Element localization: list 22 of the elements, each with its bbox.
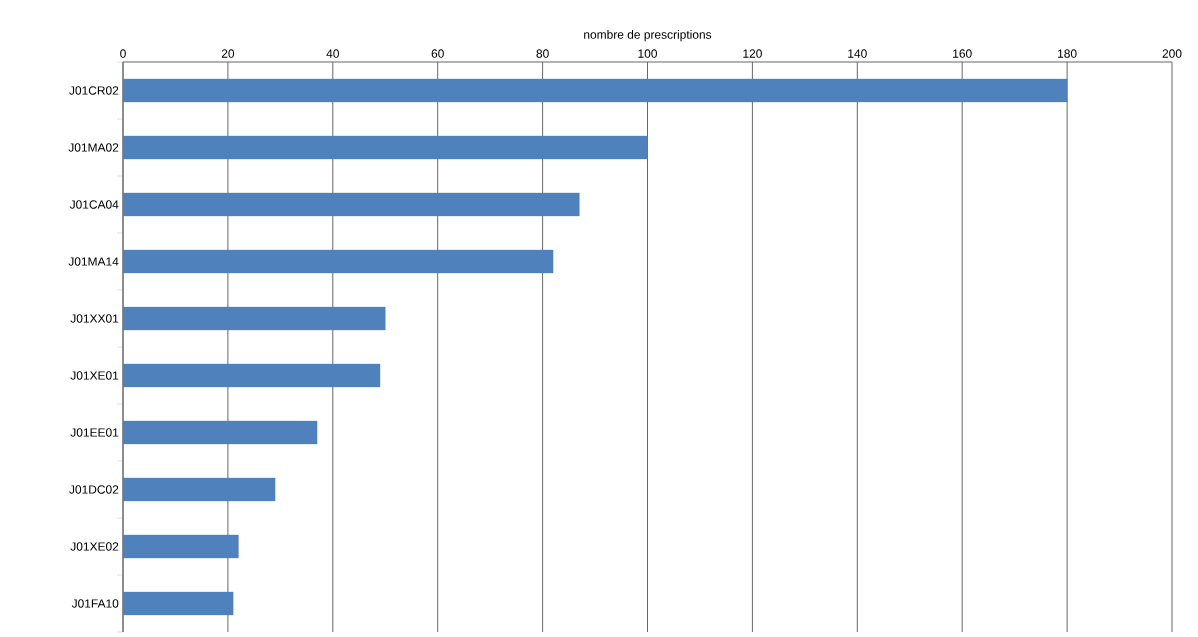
x-tick-label: 140 bbox=[848, 49, 867, 58]
y-tick-label: J01CR02 bbox=[69, 86, 119, 95]
x-tick-label: 20 bbox=[221, 49, 235, 58]
x-tick-label: 180 bbox=[1058, 49, 1077, 58]
x-tick-label: 0 bbox=[120, 49, 126, 58]
x-tick-label: 120 bbox=[743, 49, 762, 58]
x-tick-label: 40 bbox=[326, 49, 339, 58]
x-tick-label: 80 bbox=[536, 49, 549, 58]
x-tick-label: 160 bbox=[953, 49, 972, 58]
x-axis-title: nombre de prescriptions bbox=[584, 30, 712, 42]
y-tick-label: J01MA14 bbox=[68, 257, 119, 266]
x-tick-label: 100 bbox=[638, 49, 658, 58]
x-tick-label: 200 bbox=[1162, 49, 1182, 58]
y-tick-label: J01XE02 bbox=[70, 542, 119, 551]
y-tick-label: J01XE01 bbox=[70, 371, 119, 380]
x-tick-label: 60 bbox=[431, 49, 444, 58]
y-tick-label: J01EE01 bbox=[70, 428, 119, 437]
y-tick-label: J01CA04 bbox=[69, 200, 119, 209]
y-tick-label: J01XX01 bbox=[70, 314, 119, 323]
y-tick-label: J01DC02 bbox=[69, 485, 119, 494]
y-tick-label: J01FA10 bbox=[71, 599, 119, 608]
y-tick-label: J01MA02 bbox=[68, 143, 119, 152]
